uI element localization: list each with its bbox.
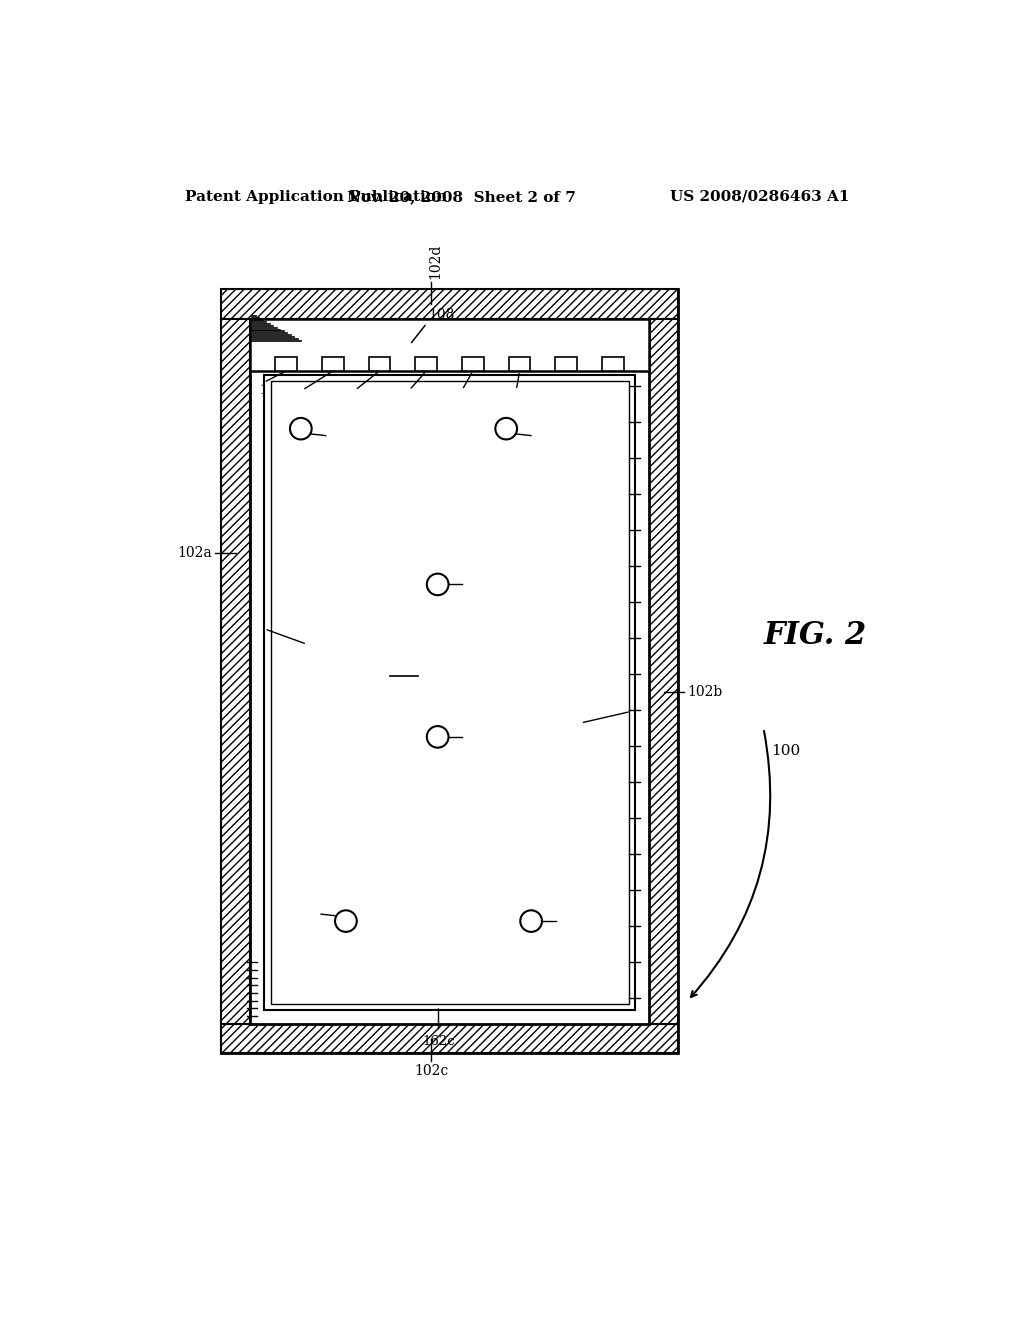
Text: 102b: 102b xyxy=(687,685,723,700)
Bar xyxy=(462,358,483,371)
Bar xyxy=(221,318,251,1024)
Text: 162d₅: 162d₅ xyxy=(458,392,493,405)
Bar xyxy=(221,289,678,318)
Bar xyxy=(221,289,678,1053)
Text: 100: 100 xyxy=(771,743,801,758)
Bar xyxy=(416,358,437,371)
Text: 102a: 102a xyxy=(177,545,212,560)
Bar xyxy=(270,381,629,1003)
Text: 138: 138 xyxy=(464,730,488,743)
Text: 162d₃: 162d₃ xyxy=(351,392,386,405)
Text: 162c: 162c xyxy=(422,1035,455,1048)
Text: 102d: 102d xyxy=(428,243,442,279)
Text: 138: 138 xyxy=(557,915,582,928)
Text: Nov. 20, 2008  Sheet 2 of 7: Nov. 20, 2008 Sheet 2 of 7 xyxy=(347,190,575,203)
Bar xyxy=(509,358,530,371)
Text: 162b: 162b xyxy=(546,725,579,738)
Bar xyxy=(251,318,649,371)
Text: 162d₂: 162d₂ xyxy=(299,392,333,405)
Text: FIG. 2: FIG. 2 xyxy=(764,620,866,651)
Bar xyxy=(264,375,635,1010)
Text: US 2008/0286463 A1: US 2008/0286463 A1 xyxy=(671,190,850,203)
Bar xyxy=(649,318,678,1024)
Text: 102c: 102c xyxy=(415,1064,449,1078)
Text: 108: 108 xyxy=(428,308,455,322)
Bar xyxy=(275,358,297,371)
Bar xyxy=(221,1024,678,1053)
Text: 138: 138 xyxy=(464,578,488,591)
Text: 138: 138 xyxy=(296,908,319,920)
Text: 162d₄: 162d₄ xyxy=(406,392,440,405)
Text: 162d₆: 162d₆ xyxy=(512,392,547,405)
Text: 132: 132 xyxy=(390,663,417,677)
Bar xyxy=(602,358,624,371)
Text: 162a: 162a xyxy=(308,645,342,659)
Bar xyxy=(369,358,390,371)
Text: 138: 138 xyxy=(328,429,351,442)
Bar xyxy=(251,318,649,1024)
Text: 162d₁: 162d₁ xyxy=(260,384,294,397)
Bar xyxy=(323,358,344,371)
Text: 138: 138 xyxy=(532,429,557,442)
Bar xyxy=(555,358,578,371)
Text: Patent Application Publication: Patent Application Publication xyxy=(184,190,446,203)
